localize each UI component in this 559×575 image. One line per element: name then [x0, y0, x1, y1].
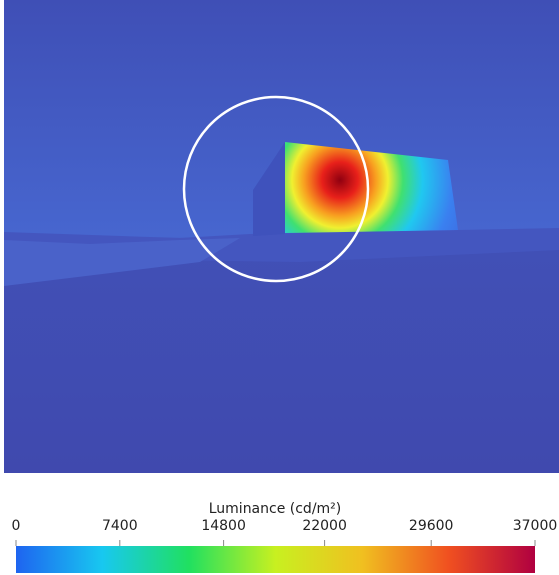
tick-label: 29600	[409, 518, 454, 534]
scene	[4, 0, 559, 473]
tick-label: 7400	[102, 518, 138, 534]
page: Luminance (cd/m²) 0 7400 14800 22000 29600 37…	[0, 0, 559, 575]
tick-label: 22000	[302, 518, 347, 534]
tick-label: 0	[12, 518, 21, 534]
colorbar-title: Luminance (cd/m²)	[209, 501, 342, 517]
tick-label: 37000	[513, 518, 558, 534]
tick-label: 14800	[201, 518, 246, 534]
colorbar	[16, 546, 535, 573]
